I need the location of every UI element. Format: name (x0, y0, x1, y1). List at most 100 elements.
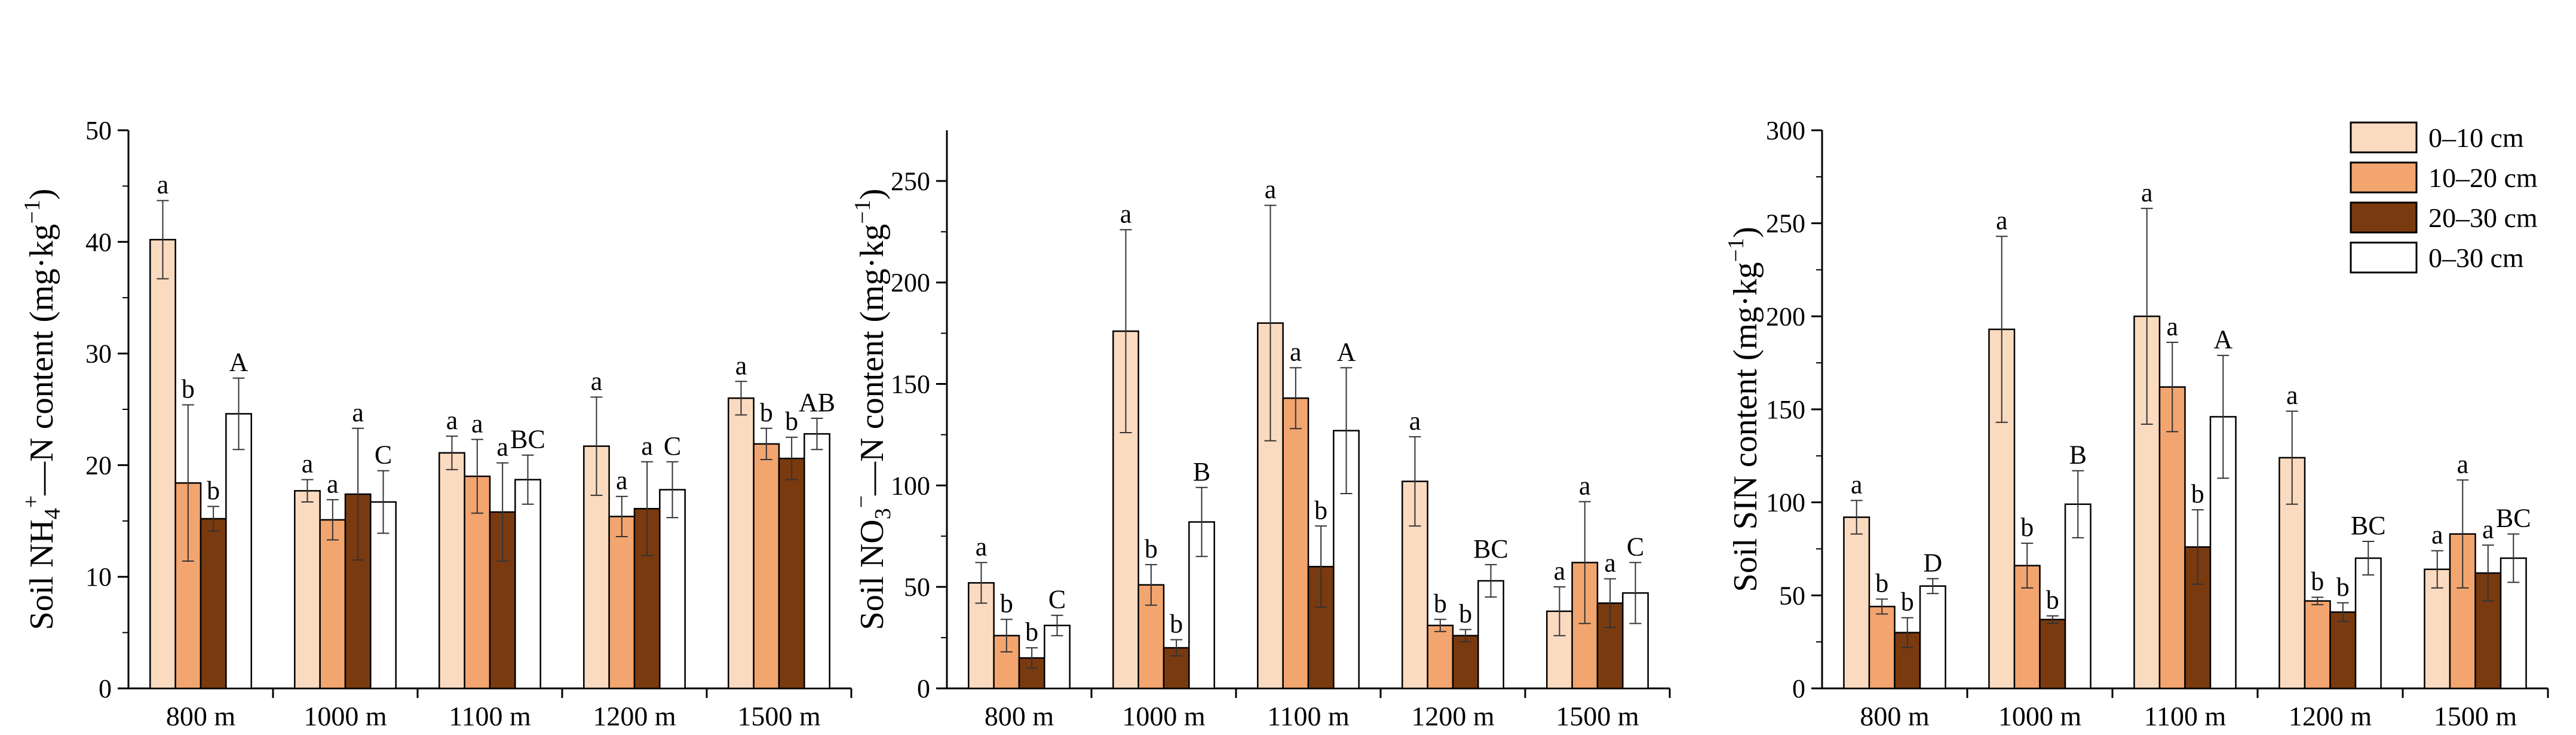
significance-letter: a (1290, 337, 1302, 366)
bar-0-10-1500m (728, 397, 755, 690)
bar-0-10-800m (149, 238, 176, 690)
significance-letter: a (352, 398, 364, 427)
y-label-prefix: Soil NH (23, 519, 60, 630)
significance-letter: BC (2496, 504, 2531, 533)
significance-letter: b (2191, 479, 2204, 509)
y-label-prefix: Soil SIN content (mg·kg (1727, 262, 1764, 592)
significance-letter: b (1459, 599, 1472, 629)
y-label-close: ) (23, 189, 60, 200)
bar-10-20-1200m (1427, 624, 1454, 690)
legend: 0–10 cm 10–20 cm 20–30 cm 0–30 cm (2350, 121, 2538, 274)
significance-letter: a (471, 409, 483, 438)
significance-letter: b (182, 375, 195, 404)
significance-letter: a (2431, 520, 2443, 550)
significance-letter: a (735, 351, 747, 380)
legend-label-0-10: 0–10 cm (2428, 122, 2524, 153)
y-label-unit-superscript: −1 (20, 200, 45, 223)
bar-0-10-1500m (2424, 568, 2451, 690)
significance-letter: a (1120, 199, 1132, 228)
y-label-prefix: Soil NO (854, 519, 891, 630)
bar-0-10-1000m (294, 490, 321, 690)
significance-letter: a (1579, 471, 1591, 501)
significance-letter: C (1627, 532, 1644, 561)
significance-letter: b (1145, 534, 1158, 564)
y-tick-label: 0 (99, 674, 112, 703)
bar-0-30-1200m (659, 489, 686, 690)
significance-letter: b (1025, 617, 1038, 647)
y-tick-label: 150 (1766, 395, 1805, 424)
significance-letter: C (664, 431, 681, 461)
x-tick-label: 1000 m (1998, 701, 2082, 731)
significance-letter: a (2141, 178, 2153, 207)
significance-letter: C (1048, 585, 1066, 614)
bar-0-30-1200m (1477, 580, 1504, 690)
significance-letter: A (2213, 325, 2232, 354)
significance-letter: b (2020, 513, 2034, 542)
significance-letter: b (207, 476, 220, 506)
x-tick-label: 1200 m (2289, 701, 2372, 731)
y-axis-label: Soil NH4+—N content (mg·kg−1) (19, 189, 65, 630)
bar-10-20-1000m (319, 519, 346, 690)
x-tick-label: 1100 m (449, 701, 531, 731)
significance-letter: a (327, 469, 339, 498)
y-label-suffix: —N content (mg·kg (854, 224, 891, 496)
significance-letter: a (302, 449, 314, 479)
significance-letter: a (591, 366, 603, 396)
y-label-superscript: − (849, 495, 874, 508)
x-tick-label: 1500 m (2434, 701, 2517, 731)
significance-letter: a (616, 466, 628, 495)
bar-0-30-800m (225, 413, 252, 690)
y-tick-label: 20 (85, 451, 112, 480)
significance-letter: A (229, 348, 249, 377)
bar-20-30-1200m (2329, 611, 2357, 690)
bar-20-30-800m (200, 517, 227, 690)
significance-letter: b (2046, 586, 2059, 615)
y-tick-label: 50 (904, 572, 930, 602)
bar-10-20-1000m (1137, 584, 1165, 690)
significance-letter: a (1554, 556, 1566, 586)
significance-letter: AB (799, 388, 835, 417)
significance-letter: b (1000, 589, 1013, 618)
x-tick-label: 1000 m (1122, 701, 1206, 731)
bar-20-30-1000m (2039, 618, 2066, 690)
legend-label-20-30: 20–30 cm (2428, 203, 2538, 233)
significance-letter: b (2336, 572, 2350, 602)
significance-letter: BC (510, 425, 545, 454)
significance-letter: b (1170, 609, 1183, 638)
significance-letter: b (1875, 569, 1888, 598)
legend-swatch-10-20 (2350, 161, 2418, 194)
significance-letter: BC (2351, 511, 2386, 540)
significance-letter: B (2069, 440, 2087, 470)
x-tick-label: 800 m (166, 701, 236, 731)
y-tick-label: 50 (85, 116, 112, 145)
significance-letter: b (1434, 589, 1447, 618)
significance-letter: C (375, 440, 392, 470)
y-tick-label: 40 (85, 228, 112, 257)
significance-letter: BC (1473, 534, 1508, 564)
y-label-unit-superscript: −1 (850, 200, 875, 223)
y-tick-label: 250 (891, 167, 930, 196)
significance-letter: a (496, 433, 508, 462)
bar-10-20-1200m (608, 516, 636, 690)
significance-letter: a (1265, 175, 1277, 204)
x-tick-label: 1500 m (737, 701, 821, 731)
bar-0-10-1200m (583, 445, 610, 690)
bar-0-30-1500m (804, 433, 830, 690)
bar-20-30-1500m (778, 457, 805, 690)
y-tick-label: 0 (917, 674, 930, 703)
y-axis-label: Soil NO3−—N content (mg·kg−1) (849, 189, 896, 630)
x-tick-label: 800 m (985, 701, 1054, 731)
significance-letter: b (785, 407, 798, 436)
significance-letter: a (641, 431, 653, 461)
significance-letter: a (2457, 449, 2468, 479)
y-tick-label: 250 (1766, 209, 1805, 238)
legend-swatch-0-30 (2350, 241, 2418, 274)
y-tick-label: 100 (1766, 488, 1805, 517)
x-tick-label: 1000 m (303, 701, 387, 731)
significance-letter: b (1314, 495, 1327, 525)
significance-letter: b (2311, 566, 2324, 596)
x-tick-label: 1200 m (1411, 701, 1495, 731)
bar-0-30-1100m (514, 479, 541, 690)
